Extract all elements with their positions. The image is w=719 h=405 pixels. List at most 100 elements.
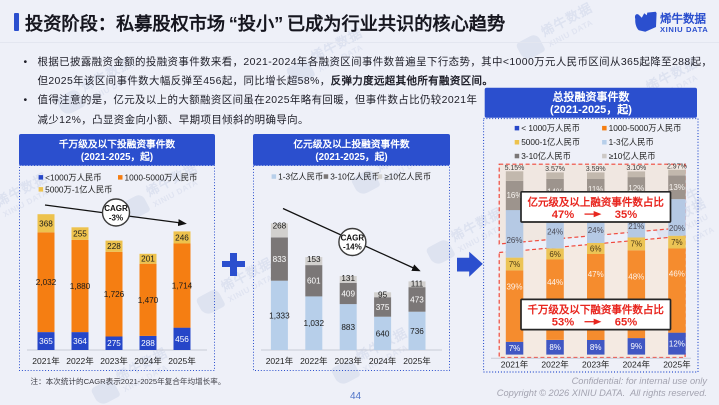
svg-text:< 1000万人民币: < 1000万人民币 bbox=[521, 123, 580, 133]
svg-text:8%: 8% bbox=[549, 343, 561, 352]
svg-text:2025年: 2025年 bbox=[403, 356, 431, 366]
svg-text:3-10亿人民币: 3-10亿人民币 bbox=[521, 151, 571, 161]
svg-text:(2021-2025，起): (2021-2025，起) bbox=[550, 102, 632, 116]
svg-text:24%: 24% bbox=[588, 226, 604, 235]
svg-text:268: 268 bbox=[273, 221, 287, 230]
svg-text:烯牛数据: 烯牛数据 bbox=[660, 12, 706, 26]
svg-text:7%: 7% bbox=[509, 260, 521, 269]
svg-text:47%: 47% bbox=[552, 209, 574, 221]
svg-text:201: 201 bbox=[141, 255, 155, 264]
svg-text:(2021-2025，起): (2021-2025，起) bbox=[315, 150, 387, 163]
svg-text:640: 640 bbox=[376, 329, 390, 338]
svg-text:2021年: 2021年 bbox=[32, 356, 60, 366]
svg-text:7%: 7% bbox=[509, 344, 521, 353]
svg-text:2023年: 2023年 bbox=[582, 360, 610, 370]
svg-text:1,880: 1,880 bbox=[70, 282, 91, 291]
svg-text:12%: 12% bbox=[669, 339, 685, 348]
svg-text:9%: 9% bbox=[631, 342, 643, 351]
svg-text:2025年: 2025年 bbox=[168, 356, 196, 366]
svg-text:1,470: 1,470 bbox=[138, 296, 159, 305]
svg-text:2022年: 2022年 bbox=[300, 356, 328, 366]
svg-text:2021年: 2021年 bbox=[501, 360, 529, 370]
svg-text:千万级及以下投融资事件数: 千万级及以下投融资事件数 bbox=[59, 138, 176, 151]
svg-text:11%: 11% bbox=[588, 185, 603, 194]
svg-text:12%: 12% bbox=[628, 184, 644, 193]
svg-text:16%: 16% bbox=[506, 191, 522, 200]
svg-text:2022年: 2022年 bbox=[66, 356, 94, 366]
svg-text:46%: 46% bbox=[669, 269, 685, 278]
svg-text:3.59%: 3.59% bbox=[586, 166, 606, 173]
svg-text:53%: 53% bbox=[552, 317, 574, 329]
svg-text:601: 601 bbox=[307, 277, 321, 286]
svg-text:44%: 44% bbox=[547, 278, 563, 287]
svg-text:13%: 13% bbox=[669, 183, 685, 192]
svg-text:CAGR: CAGR bbox=[104, 204, 128, 213]
svg-text:409: 409 bbox=[341, 289, 355, 298]
svg-text:368: 368 bbox=[39, 219, 53, 228]
svg-text:<1000万人民币: <1000万人民币 bbox=[45, 172, 102, 182]
svg-text:2.97%: 2.97% bbox=[667, 164, 687, 171]
svg-text:亿元级及以上投融资事件数: 亿元级及以上投融资事件数 bbox=[293, 138, 410, 151]
svg-text:153: 153 bbox=[307, 255, 321, 264]
svg-text:7%: 7% bbox=[631, 240, 643, 249]
svg-text:2,032: 2,032 bbox=[36, 278, 57, 287]
svg-text:3.10%: 3.10% bbox=[626, 165, 646, 172]
svg-text:1000-5000万人民币: 1000-5000万人民币 bbox=[125, 172, 198, 182]
svg-text:亿元级及以上融资事件数占比: 亿元级及以上融资事件数占比 bbox=[527, 195, 664, 208]
svg-text:364: 364 bbox=[73, 337, 87, 346]
svg-text:833: 833 bbox=[273, 255, 287, 264]
svg-text:255: 255 bbox=[73, 230, 87, 239]
svg-text:3-10亿人民币: 3-10亿人民币 bbox=[330, 172, 380, 182]
svg-text:5000万-1亿人民币: 5000万-1亿人民币 bbox=[45, 184, 112, 194]
svg-text:275: 275 bbox=[107, 339, 121, 348]
svg-text:8%: 8% bbox=[590, 343, 602, 352]
svg-text:5000-1亿人民币: 5000-1亿人民币 bbox=[521, 137, 580, 147]
svg-text:5.15%: 5.15% bbox=[505, 165, 525, 172]
svg-text:95: 95 bbox=[378, 290, 388, 299]
svg-text:2025年: 2025年 bbox=[663, 360, 691, 370]
svg-text:2024年: 2024年 bbox=[369, 356, 397, 366]
svg-text:2024年: 2024年 bbox=[623, 360, 651, 370]
svg-text:111: 111 bbox=[411, 279, 424, 288]
svg-text:2023年: 2023年 bbox=[100, 356, 128, 366]
svg-text:246: 246 bbox=[175, 233, 189, 242]
svg-text:35%: 35% bbox=[615, 209, 637, 221]
svg-text:CAGR: CAGR bbox=[341, 234, 365, 243]
svg-text:288: 288 bbox=[141, 339, 155, 348]
svg-text:2024年: 2024年 bbox=[134, 356, 162, 366]
svg-text:1-3亿人民币: 1-3亿人民币 bbox=[609, 137, 654, 147]
svg-text:2021年: 2021年 bbox=[266, 356, 294, 366]
svg-text:228: 228 bbox=[107, 242, 121, 251]
svg-text:2022年: 2022年 bbox=[541, 360, 569, 370]
svg-text:-14%: -14% bbox=[343, 243, 362, 252]
svg-text:≥10亿人民币: ≥10亿人民币 bbox=[384, 172, 431, 182]
svg-text:456: 456 bbox=[175, 335, 189, 344]
svg-text:21%: 21% bbox=[628, 222, 644, 231]
svg-text:39%: 39% bbox=[506, 282, 522, 291]
svg-text:48%: 48% bbox=[628, 272, 644, 281]
svg-text:20%: 20% bbox=[669, 224, 685, 233]
svg-text:883: 883 bbox=[341, 323, 355, 332]
svg-text:-3%: -3% bbox=[109, 214, 123, 223]
svg-text:65%: 65% bbox=[615, 317, 637, 329]
svg-text:千万级及以下融资事件数占比: 千万级及以下融资事件数占比 bbox=[527, 303, 664, 316]
svg-text:1,714: 1,714 bbox=[172, 282, 193, 291]
svg-text:1,333: 1,333 bbox=[269, 311, 290, 320]
svg-text:131: 131 bbox=[341, 274, 355, 283]
svg-text:1-3亿人民币: 1-3亿人民币 bbox=[278, 172, 323, 182]
svg-text:(2021-2025，起): (2021-2025，起) bbox=[81, 150, 153, 163]
svg-text:总投融资事件数: 总投融资事件数 bbox=[553, 90, 631, 104]
svg-text:736: 736 bbox=[410, 327, 424, 336]
svg-text:6%: 6% bbox=[590, 244, 602, 253]
svg-text:375: 375 bbox=[376, 303, 390, 312]
svg-text:1,726: 1,726 bbox=[104, 290, 125, 299]
svg-text:≥10亿人民币: ≥10亿人民币 bbox=[609, 151, 656, 161]
svg-text:1000-5000万人民币: 1000-5000万人民币 bbox=[609, 123, 682, 133]
svg-text:47%: 47% bbox=[588, 270, 604, 279]
svg-text:XINIU DATA: XINIU DATA bbox=[660, 25, 708, 34]
svg-text:26%: 26% bbox=[506, 236, 522, 245]
svg-text:7%: 7% bbox=[671, 238, 683, 247]
svg-text:24%: 24% bbox=[547, 227, 563, 236]
svg-text:365: 365 bbox=[39, 337, 53, 346]
svg-text:1,032: 1,032 bbox=[304, 319, 325, 328]
